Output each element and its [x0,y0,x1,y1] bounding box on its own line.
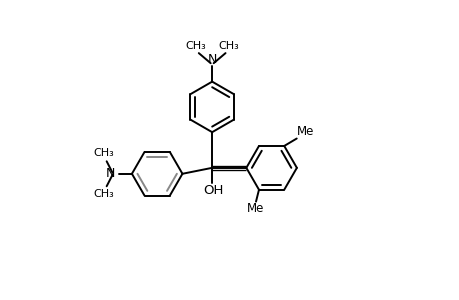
Text: CH₃: CH₃ [185,41,206,51]
Text: Me: Me [247,202,264,215]
Text: CH₃: CH₃ [218,41,238,51]
Text: N: N [207,53,216,66]
Text: Me: Me [297,125,314,138]
Text: CH₃: CH₃ [93,189,114,199]
Text: CH₃: CH₃ [93,148,114,158]
Text: N: N [106,167,115,180]
Text: OH: OH [203,184,224,197]
